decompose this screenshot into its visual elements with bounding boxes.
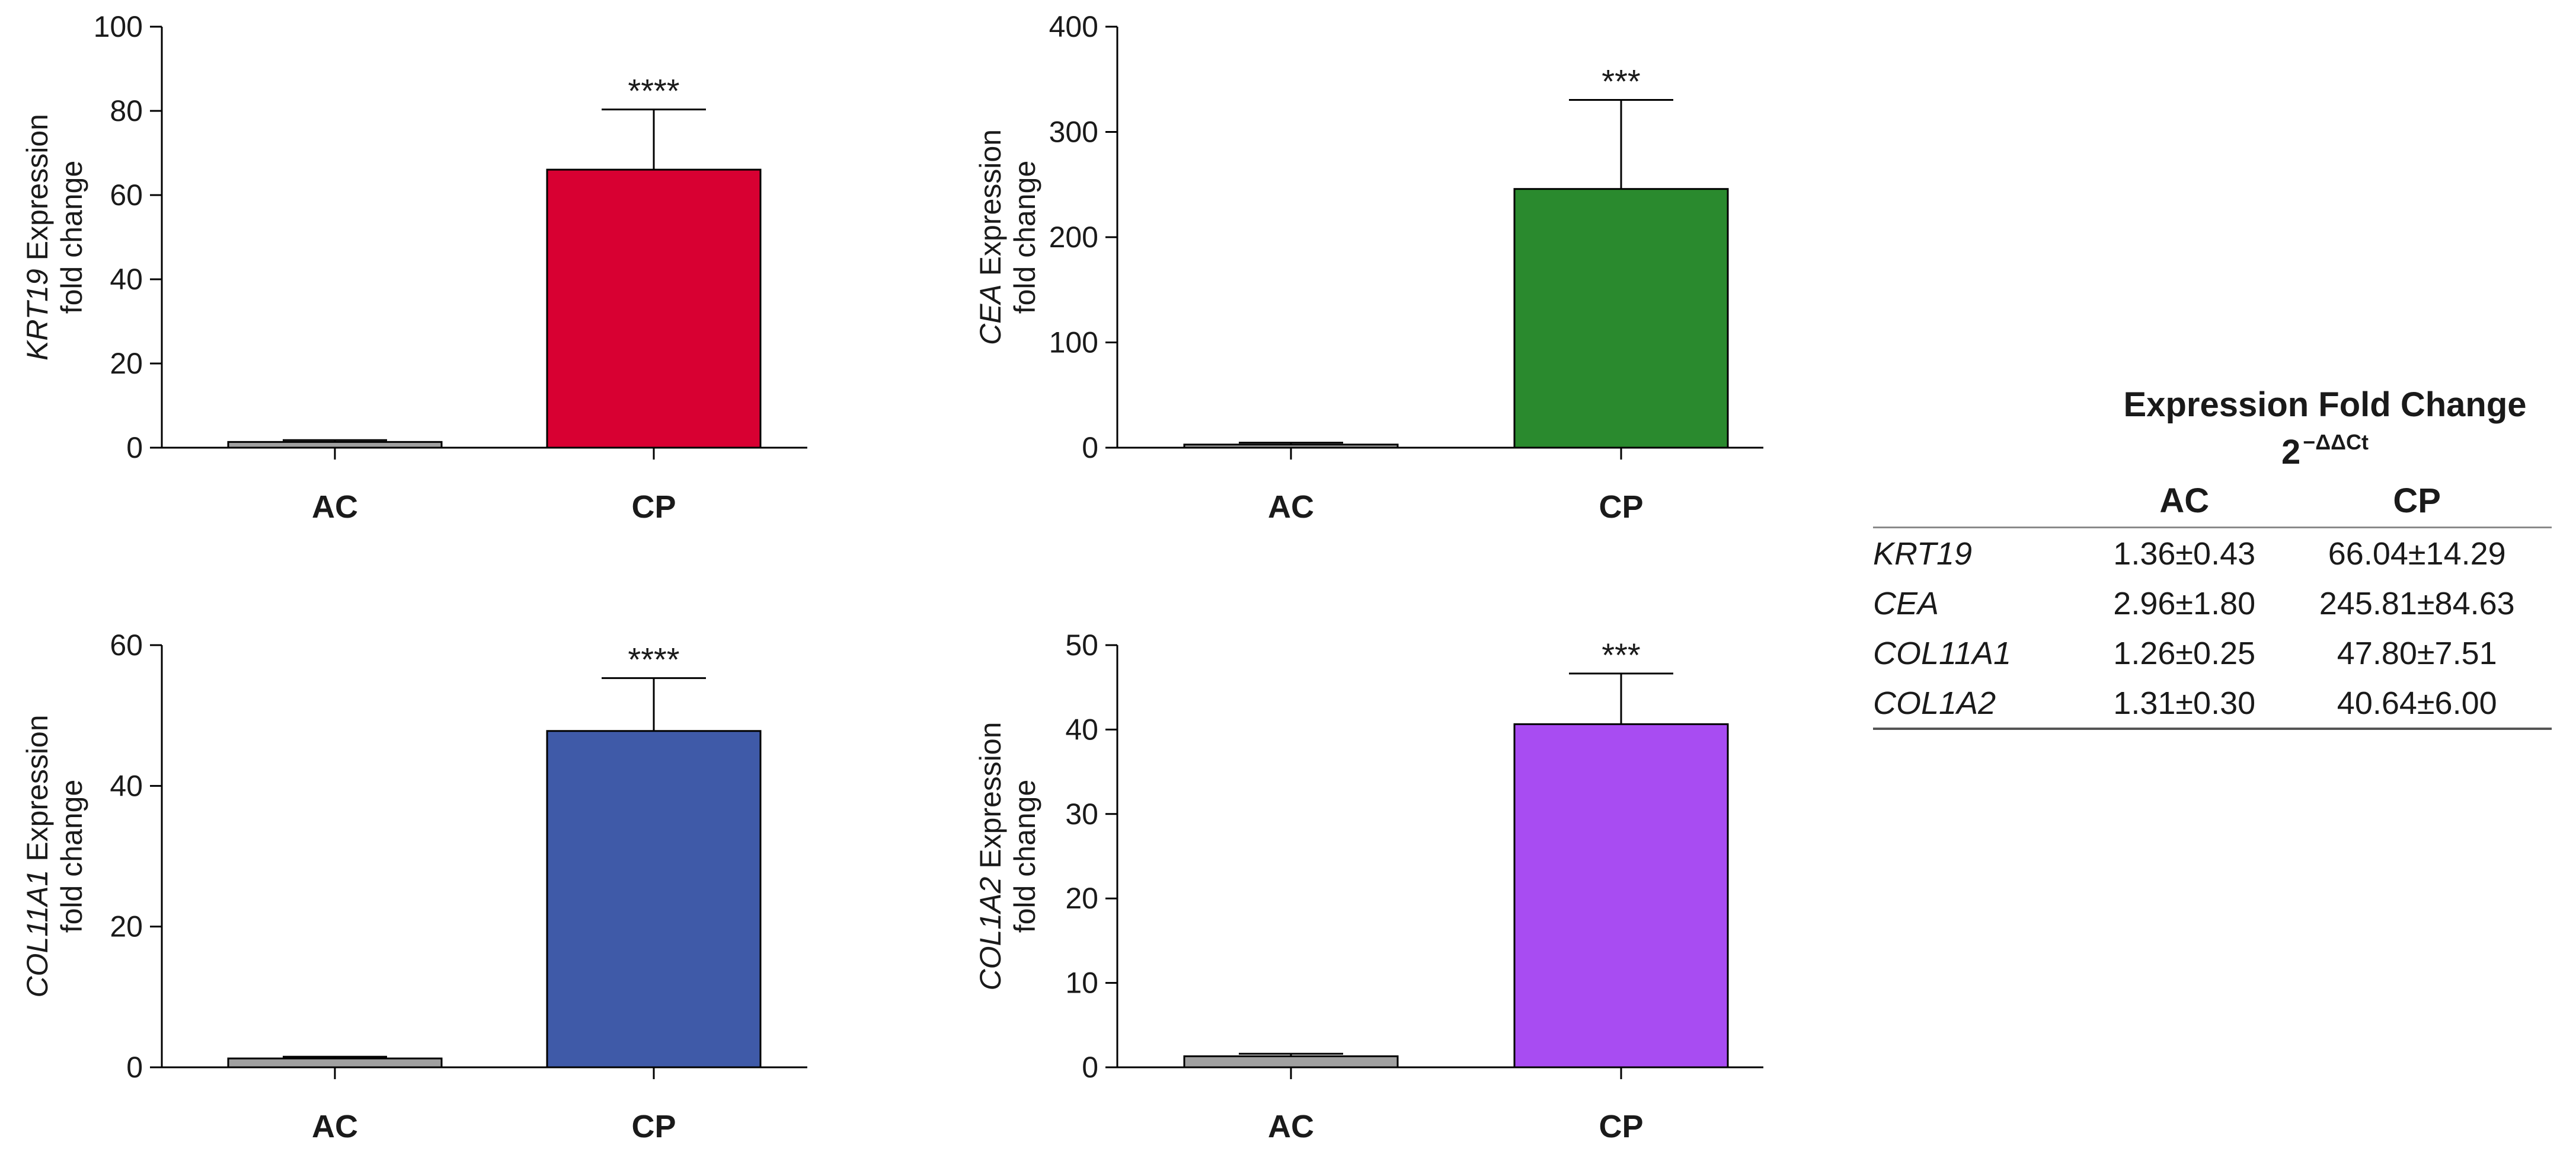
y-tick-label: 20: [1065, 882, 1098, 915]
y-axis-label-line2: fold change: [1008, 780, 1041, 933]
gene-cell: COL11A1: [1873, 636, 2012, 671]
y-axis-label-suffix: Expression: [974, 722, 1007, 876]
bar: [227, 1057, 443, 1068]
bar: [1183, 444, 1399, 449]
y-tick-label: 20: [110, 910, 143, 943]
y-tick-label: 30: [1065, 798, 1098, 831]
gene-column-header: [1873, 481, 2086, 528]
y-tick-label: 200: [1049, 221, 1098, 254]
y-axis-label-line2: fold change: [1008, 161, 1041, 314]
y-tick-label: 40: [1065, 713, 1098, 746]
y-tick-label: 400: [1049, 10, 1098, 43]
y-axis-label-gene: KRT19: [21, 269, 54, 361]
table-row: COL11A1 1.26±0.25 47.80±7.51: [1873, 628, 2552, 678]
cp-column-header: CP: [2282, 481, 2552, 528]
y-axis-label-suffix: Expression: [974, 129, 1007, 284]
bar: [1513, 188, 1729, 449]
y-axis-label-gene: COL1A2: [974, 877, 1007, 991]
table-subtitle: 2 −ΔΔCt: [2098, 425, 2552, 470]
y-tick-label: 40: [110, 263, 143, 296]
ac-value-cell: 1.36±0.43: [2113, 536, 2256, 572]
y-axis-label-gene: CEA: [974, 284, 1007, 345]
gene-cell: KRT19: [1873, 536, 1973, 572]
significance-marker: ***: [1602, 62, 1640, 100]
x-category-label: AC: [312, 489, 358, 525]
x-category-label: CP: [631, 1109, 676, 1144]
y-tick-label: 300: [1049, 116, 1098, 149]
bar: [227, 441, 443, 449]
y-axis-label: CEA Expression: [974, 129, 1007, 345]
y-tick-label: 0: [1082, 431, 1098, 464]
y-tick-label: 40: [110, 769, 143, 802]
y-tick-label: 80: [110, 94, 143, 127]
x-category-label: AC: [312, 1109, 358, 1144]
cp-value-cell: 66.04±14.29: [2328, 536, 2506, 572]
y-tick-label: 20: [110, 347, 143, 380]
x-category-label: CP: [631, 489, 676, 525]
bar: [1183, 1055, 1399, 1068]
y-tick-label: 100: [1049, 326, 1098, 359]
cp-value-cell: 47.80±7.51: [2337, 636, 2497, 671]
subtitle-base: 2: [2281, 433, 2301, 471]
significance-marker: ****: [628, 72, 679, 110]
significance-marker: ****: [628, 641, 679, 678]
ac-column-header: AC: [2086, 481, 2283, 528]
y-axis-label-line2: fold change: [55, 780, 88, 933]
y-axis-label-line2: fold change: [55, 161, 88, 314]
x-category-label: CP: [1599, 1109, 1643, 1144]
table-row: CEA 2.96±1.80 245.81±84.63: [1873, 578, 2552, 628]
y-tick-label: 0: [126, 431, 143, 464]
cp-value-cell: 40.64±6.00: [2282, 678, 2552, 730]
cp-value-cell: 245.81±84.63: [2319, 586, 2515, 621]
x-category-label: CP: [1599, 489, 1643, 525]
y-tick-label: 0: [1082, 1051, 1098, 1084]
y-tick-label: 60: [110, 178, 143, 212]
subtitle-exponent: −ΔΔCt: [2303, 430, 2369, 454]
y-tick-label: 100: [94, 10, 143, 43]
bar: [546, 168, 762, 449]
gene-cell: COL1A2: [1873, 678, 2086, 730]
y-tick-label: 50: [1065, 629, 1098, 662]
y-tick-label: 10: [1065, 967, 1098, 1000]
x-category-label: AC: [1268, 489, 1314, 525]
ac-value-cell: 2.96±1.80: [2113, 586, 2256, 621]
table-row: COL1A2 1.31±0.30 40.64±6.00: [1873, 678, 2552, 730]
fold-change-table-panel: Expression Fold Change 2 −ΔΔCt AC CP KRT1…: [1873, 385, 2552, 730]
ac-value-cell: 1.31±0.30: [2086, 678, 2283, 730]
y-axis-label-suffix: Expression: [21, 715, 54, 869]
y-tick-label: 0: [126, 1051, 143, 1084]
fold-change-table: AC CP KRT19 1.36±0.43 66.04±14.29 CEA 2.…: [1873, 481, 2552, 730]
y-tick-label: 60: [110, 629, 143, 662]
ac-value-cell: 1.26±0.25: [2113, 636, 2256, 671]
y-axis-label: KRT19 Expression: [21, 114, 54, 361]
table-title: Expression Fold Change: [2123, 385, 2527, 424]
x-category-label: AC: [1268, 1109, 1314, 1144]
gene-cell: CEA: [1873, 586, 1939, 621]
table-row: KRT19 1.36±0.43 66.04±14.29: [1873, 528, 2552, 579]
significance-marker: ***: [1602, 636, 1640, 674]
y-axis-label: COL11A1 Expression: [21, 715, 54, 997]
bar: [1513, 723, 1729, 1068]
table-header-row: AC CP: [1873, 481, 2552, 528]
y-axis-label: COL1A2 Expression: [974, 722, 1007, 990]
y-axis-label-gene: COL11A1: [21, 870, 54, 998]
y-axis-label-suffix: Expression: [21, 114, 54, 269]
bar: [546, 730, 762, 1068]
